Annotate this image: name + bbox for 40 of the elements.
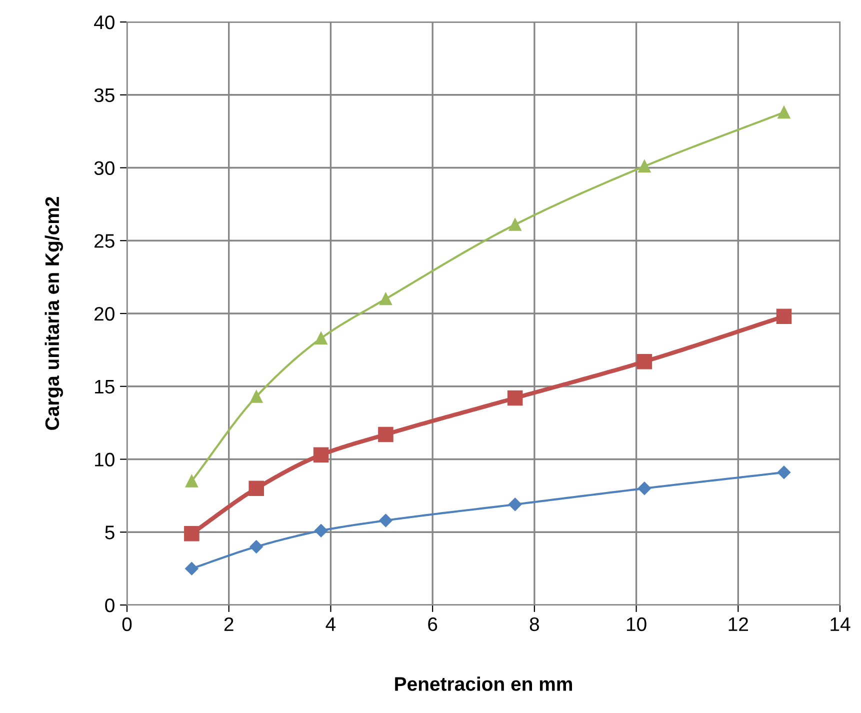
point [184,526,200,542]
point [379,292,392,306]
y-tick-label: 20 [94,306,114,321]
point [314,524,328,538]
point [508,498,522,512]
point [378,426,394,442]
y-tick-label: 0 [105,598,114,612]
point [638,482,652,495]
point [508,218,522,231]
y-tick-label: 35 [94,88,114,102]
y-tick-label: 30 [94,161,114,175]
y-tick-label: 40 [94,15,114,30]
y-tick-label: 5 [105,526,114,540]
y-tick-label: 10 [95,452,114,466]
x-tick-label: 2 [224,617,234,631]
point [250,540,263,554]
x-tick-label: 8 [530,617,539,632]
y-tick-label: 15 [95,380,114,394]
y-tick-label: 25 [94,234,114,248]
point [185,474,198,488]
point [507,390,523,406]
x-tick-label: 10 [626,617,646,632]
x-axis-title: Penetracion en mm [395,676,572,691]
point [314,332,328,345]
x-tick-label: 0 [122,617,132,632]
point [379,514,392,528]
x-tick-label: 6 [428,617,438,632]
y-axis-title: Carga unitaria en Kg/cm2 [44,197,64,430]
point [636,354,652,370]
point [778,106,790,119]
point [248,480,264,496]
x-tick-label: 14 [830,618,850,631]
point [250,390,263,403]
x-tick-label: 12 [728,617,748,631]
point [185,562,198,576]
x-tick-label: 4 [326,618,336,631]
point [313,447,329,463]
point [638,160,651,173]
point [777,466,791,479]
point [776,308,792,324]
